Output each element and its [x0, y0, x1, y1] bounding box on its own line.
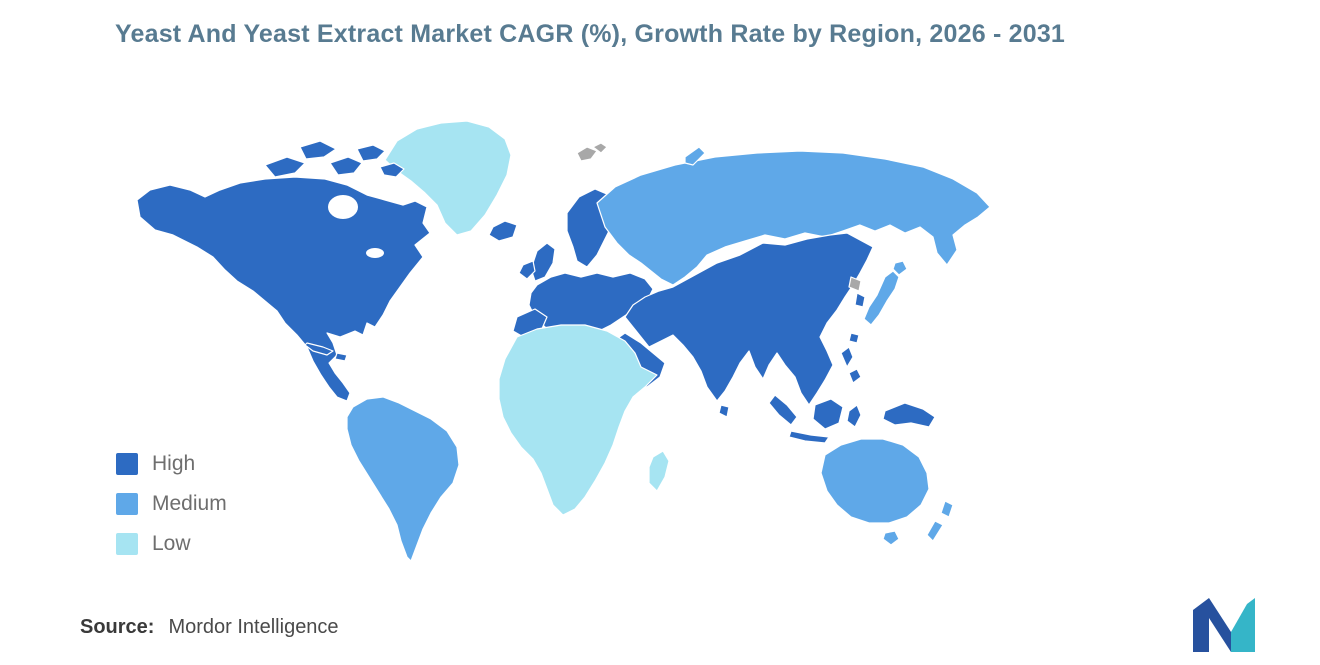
world-map-svg [136, 120, 991, 562]
region-tasmania [882, 530, 900, 546]
chart-title: Yeast And Yeast Extract Market CAGR (%),… [115, 20, 1066, 48]
region-africa [498, 324, 658, 516]
legend-swatch-medium [116, 493, 138, 515]
region-canada-arctic [264, 140, 405, 178]
source-value: Mordor Intelligence [168, 616, 339, 638]
great-lakes [366, 248, 384, 258]
region-iceland [488, 220, 518, 242]
world-map [85, 105, 1065, 595]
region-greenland [384, 120, 512, 236]
region-north-america [136, 176, 431, 402]
legend: High Medium Low [116, 452, 227, 556]
region-asia [624, 232, 874, 406]
region-madagascar [648, 450, 670, 492]
region-australia [820, 438, 930, 524]
region-novaya-zemlya [684, 146, 706, 166]
region-svalbard [576, 142, 608, 162]
region-sri-lanka [718, 404, 730, 418]
region-russia-central-asia [596, 150, 991, 286]
legend-swatch-low [116, 533, 138, 555]
legend-swatch-high [116, 453, 138, 475]
region-new-zealand [926, 500, 954, 542]
legend-item-high: High [116, 452, 227, 476]
region-ireland [518, 260, 536, 280]
legend-item-medium: Medium [116, 492, 227, 516]
legend-label-low: Low [152, 532, 191, 555]
source-label: Source: [80, 616, 155, 638]
region-caribbean [304, 342, 348, 362]
mordor-logo-mark [1193, 598, 1255, 652]
legend-label-medium: Medium [152, 492, 227, 515]
mordor-intelligence-logo [1185, 598, 1263, 652]
region-south-america [346, 396, 460, 562]
region-new-guinea [882, 402, 936, 428]
legend-label-high: High [152, 452, 196, 475]
region-taiwan [848, 332, 860, 344]
region-north-korea [848, 276, 862, 292]
region-south-korea [854, 292, 866, 308]
legend-item-low: Low [116, 532, 227, 556]
source-line: Source: Mordor Intelligence [80, 616, 339, 639]
region-indonesia [768, 394, 862, 444]
region-japan [863, 260, 908, 326]
region-united-kingdom [530, 242, 556, 282]
hudson-bay [328, 195, 358, 219]
region-philippines [840, 346, 862, 384]
